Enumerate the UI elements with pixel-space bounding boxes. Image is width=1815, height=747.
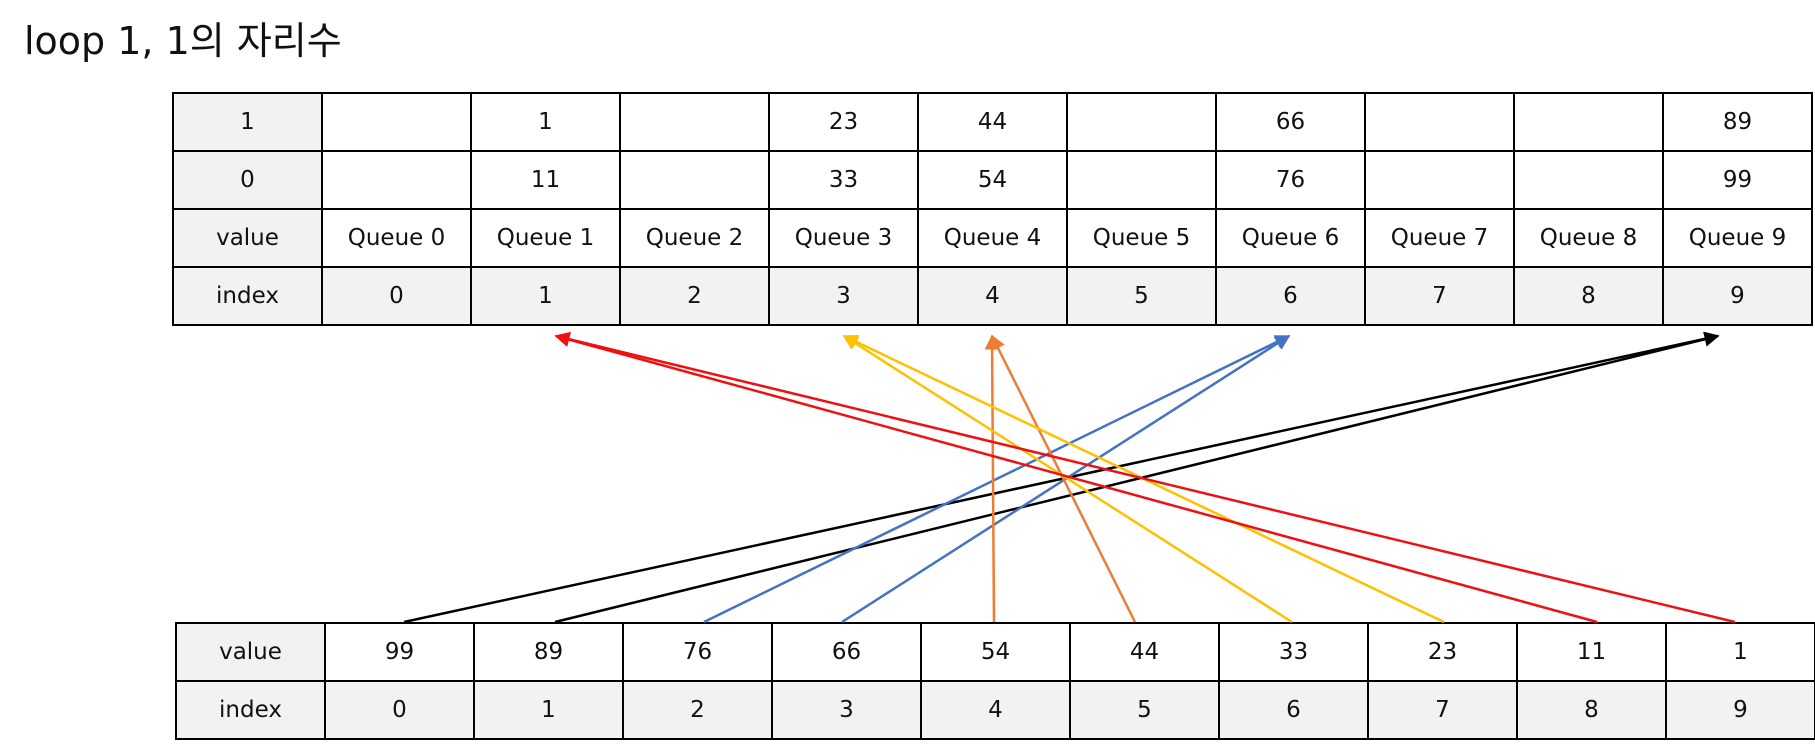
queue-table-row: value Queue 0 Queue 1 Queue 2 Queue 3 Queue 4…	[172, 208, 1813, 268]
arrow-2-to-queue-6	[703, 334, 1291, 624]
queue-table-cell: 44	[917, 92, 1068, 152]
input-table-cell: 8	[1516, 680, 1667, 740]
queue-table-cell: 11	[470, 150, 621, 210]
input-table-cell: 9	[1665, 680, 1815, 740]
queue-table-cell	[321, 92, 472, 152]
queue-table-cell: Queue 0	[321, 208, 472, 268]
queue-table-cell: 0	[321, 266, 472, 326]
input-table-cell: 6	[1218, 680, 1369, 740]
queue-table-cell: Queue 1	[470, 208, 621, 268]
queue-table-cell: 4	[917, 266, 1068, 326]
arrow-5-to-queue-4	[990, 334, 1137, 623]
queue-table-cell: 8	[1513, 266, 1664, 326]
queue-table-row: 0 11 33 54 76 99	[172, 150, 1813, 210]
queue-table-cell: 1	[470, 266, 621, 326]
arrow-0-to-queue-9	[403, 331, 1720, 624]
input-table-cell: 11	[1516, 622, 1667, 682]
queue-table-cell: 33	[768, 150, 919, 210]
queue-table-cell	[321, 150, 472, 210]
queue-table-row-label: 1	[172, 92, 323, 152]
input-table-cell: 7	[1367, 680, 1518, 740]
input-table-cell: 44	[1069, 622, 1220, 682]
input-table-cell: 23	[1367, 622, 1518, 682]
queue-table-cell: 2	[619, 266, 770, 326]
queue-table-cell: Queue 4	[917, 208, 1068, 268]
input-table-cell: 3	[771, 680, 922, 740]
queue-table: 1 1 23 44 66 89 0 11 33 54 76 99 value Queue 0 Queue 1…	[172, 92, 1813, 326]
queue-table-cell: 6	[1215, 266, 1366, 326]
input-table-cell: 2	[622, 680, 773, 740]
input-table-row: index 0 1 2 3 4 5 6 7 8 9	[175, 680, 1815, 740]
input-array-table: value 99 89 76 66 54 44 33 23 11 1 index 0 1 2 3 4 5 6 7 8 9	[175, 622, 1815, 740]
input-table-cell: 89	[473, 622, 624, 682]
queue-table-cell: 66	[1215, 92, 1366, 152]
input-table-cell: 66	[771, 622, 922, 682]
queue-table-cell	[1364, 150, 1515, 210]
queue-table-cell: Queue 7	[1364, 208, 1515, 268]
queue-table-cell: Queue 2	[619, 208, 770, 268]
input-table-cell: 5	[1069, 680, 1220, 740]
queue-table-cell: 3	[768, 266, 919, 326]
queue-table-cell: Queue 8	[1513, 208, 1664, 268]
queue-table-cell: Queue 3	[768, 208, 919, 268]
input-table-cell: 1	[473, 680, 624, 740]
queue-table-row: 1 1 23 44 66 89	[172, 92, 1813, 152]
queue-table-cell: 5	[1066, 266, 1217, 326]
input-table-cell: 4	[920, 680, 1071, 740]
queue-table-cell: Queue 6	[1215, 208, 1366, 268]
queue-table-row-label: 0	[172, 150, 323, 210]
queue-table-row: index 0 1 2 3 4 5 6 7 8 9	[172, 266, 1813, 326]
queue-table-cell	[1513, 92, 1664, 152]
input-table-row-label: index	[175, 680, 326, 740]
arrow-6-to-queue-3	[842, 334, 1293, 624]
input-table-cell: 33	[1218, 622, 1369, 682]
queue-table-cell: 9	[1662, 266, 1813, 326]
arrow-1-to-queue-9	[554, 331, 1720, 624]
queue-table-row-label: index	[172, 266, 323, 326]
queue-table-row-label: value	[172, 208, 323, 268]
input-table-row: value 99 89 76 66 54 44 33 23 11 1	[175, 622, 1815, 682]
queue-table-cell: Queue 5	[1066, 208, 1217, 268]
arrow-3-to-queue-6	[841, 334, 1291, 624]
queue-table-cell	[1066, 150, 1217, 210]
arrow-4-to-queue-4	[984, 334, 1000, 623]
queue-table-cell: 89	[1662, 92, 1813, 152]
queue-table-cell: 99	[1662, 150, 1813, 210]
arrow-9-to-queue-1	[554, 331, 1736, 624]
queue-table-cell: 1	[470, 92, 621, 152]
input-table-row-label: value	[175, 622, 326, 682]
queue-table-cell: Queue 9	[1662, 208, 1813, 268]
arrow-7-to-queue-3	[842, 334, 1445, 624]
input-table-cell: 76	[622, 622, 773, 682]
queue-table-cell: 23	[768, 92, 919, 152]
page-title: loop 1, 1의 자리수	[24, 19, 342, 63]
input-array-table-body: value 99 89 76 66 54 44 33 23 11 1 index 0 1 2 3 4 5 6 7 8 9	[175, 622, 1815, 740]
input-table-cell: 99	[324, 622, 475, 682]
input-table-cell: 54	[920, 622, 1071, 682]
queue-table-cell: 7	[1364, 266, 1515, 326]
input-table-cell: 1	[1665, 622, 1815, 682]
queue-table-cell	[1066, 92, 1217, 152]
queue-table-cell: 54	[917, 150, 1068, 210]
queue-table-cell	[619, 150, 770, 210]
arrow-8-to-queue-1	[554, 332, 1598, 624]
queue-table-cell	[619, 92, 770, 152]
queue-table-body: 1 1 23 44 66 89 0 11 33 54 76 99 value Queue 0 Queue 1…	[172, 92, 1813, 326]
queue-table-cell	[1364, 92, 1515, 152]
queue-table-cell	[1513, 150, 1664, 210]
arrow-group	[403, 331, 1736, 624]
queue-table-cell: 76	[1215, 150, 1366, 210]
input-table-cell: 0	[324, 680, 475, 740]
